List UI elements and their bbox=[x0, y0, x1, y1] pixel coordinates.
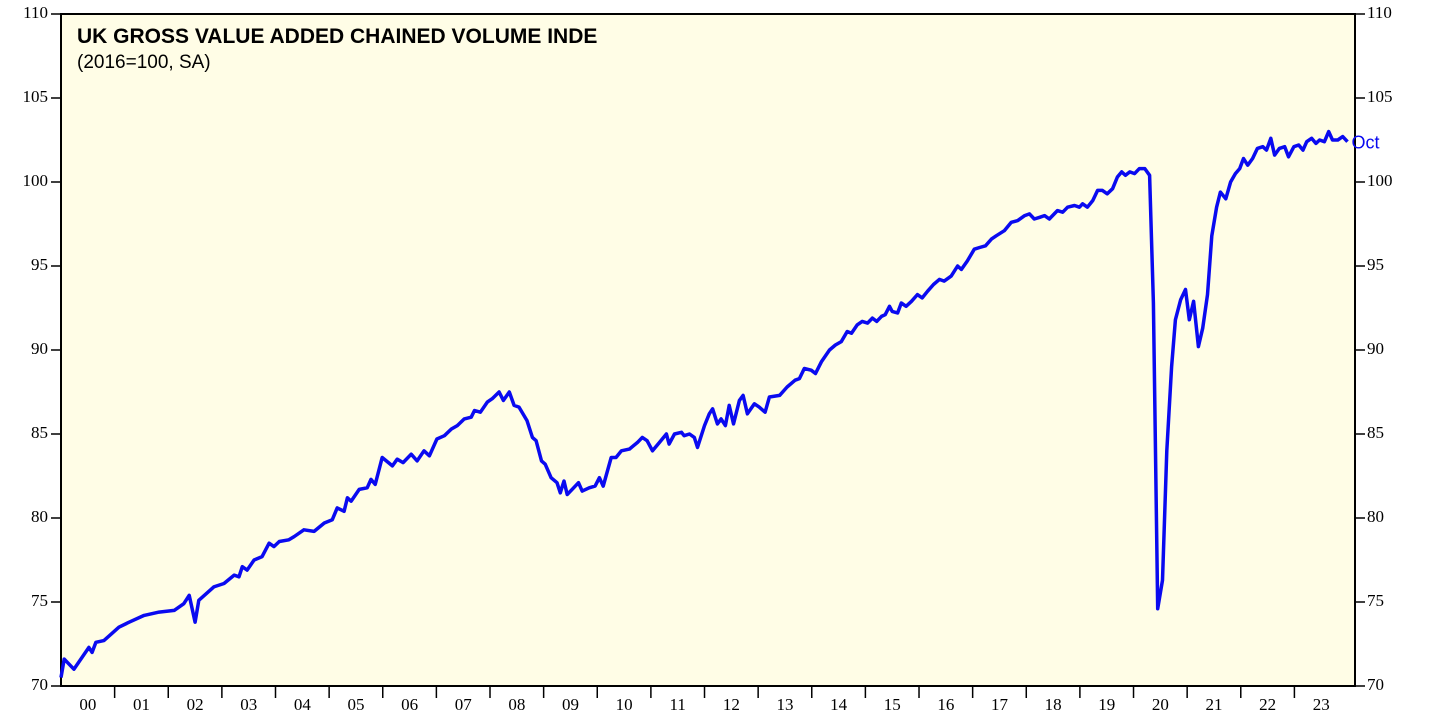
y2-tick-label: 85 bbox=[1367, 423, 1384, 442]
x-tick-label: 05 bbox=[347, 695, 364, 714]
y-tick-label: 105 bbox=[23, 87, 49, 106]
x-tick-label: 21 bbox=[1205, 695, 1222, 714]
x-tick-label: 13 bbox=[776, 695, 793, 714]
y-tick-label: 110 bbox=[23, 3, 48, 22]
x-tick-label: 12 bbox=[723, 695, 740, 714]
y-tick-label: 95 bbox=[31, 255, 48, 274]
x-tick-label: 02 bbox=[187, 695, 204, 714]
x-tick-label: 14 bbox=[830, 695, 848, 714]
end-annotation: Oct bbox=[1351, 132, 1379, 152]
y-tick-label: 70 bbox=[31, 675, 48, 694]
chart-subtitle: (2016=100, SA) bbox=[77, 52, 211, 73]
x-tick-label: 23 bbox=[1313, 695, 1330, 714]
x-tick-label: 03 bbox=[240, 695, 257, 714]
y2-tick-label: 95 bbox=[1367, 255, 1384, 274]
data-line bbox=[59, 129, 1349, 678]
x-tick-label: 07 bbox=[455, 695, 473, 714]
chart-title: UK GROSS VALUE ADDED CHAINED VOLUME INDE bbox=[77, 25, 597, 48]
x-tick-label: 10 bbox=[616, 695, 633, 714]
x-tick-label: 08 bbox=[508, 695, 525, 714]
y2-tick-label: 70 bbox=[1367, 675, 1384, 694]
x-tick-label: 17 bbox=[991, 695, 1009, 714]
y2-tick-label: 80 bbox=[1367, 507, 1384, 526]
y-tick-label: 90 bbox=[31, 339, 48, 358]
y-tick-label: 80 bbox=[31, 507, 48, 526]
x-tick-label: 01 bbox=[133, 695, 150, 714]
y-tick-label: 75 bbox=[31, 591, 48, 610]
y2-tick-label: 75 bbox=[1367, 591, 1384, 610]
x-tick-label: 06 bbox=[401, 695, 418, 714]
x-tick-label: 09 bbox=[562, 695, 579, 714]
x-tick-label: 18 bbox=[1045, 695, 1062, 714]
x-tick-label: 15 bbox=[884, 695, 901, 714]
x-tick-label: 20 bbox=[1152, 695, 1169, 714]
y-tick-label: 100 bbox=[23, 171, 49, 190]
plot-area bbox=[60, 13, 1356, 687]
y2-tick-label: 90 bbox=[1367, 339, 1384, 358]
x-tick-label: 16 bbox=[937, 695, 954, 714]
y2-tick-label: 100 bbox=[1367, 171, 1393, 190]
x-tick-label: 11 bbox=[670, 695, 686, 714]
y2-tick-label: 105 bbox=[1367, 87, 1393, 106]
y2-tick-label: 110 bbox=[1367, 3, 1392, 22]
x-tick-label: 22 bbox=[1259, 695, 1276, 714]
x-tick-label: 04 bbox=[294, 695, 312, 714]
x-tick-label: 19 bbox=[1098, 695, 1115, 714]
x-tick-label: 00 bbox=[79, 695, 96, 714]
y-tick-label: 85 bbox=[31, 423, 48, 442]
